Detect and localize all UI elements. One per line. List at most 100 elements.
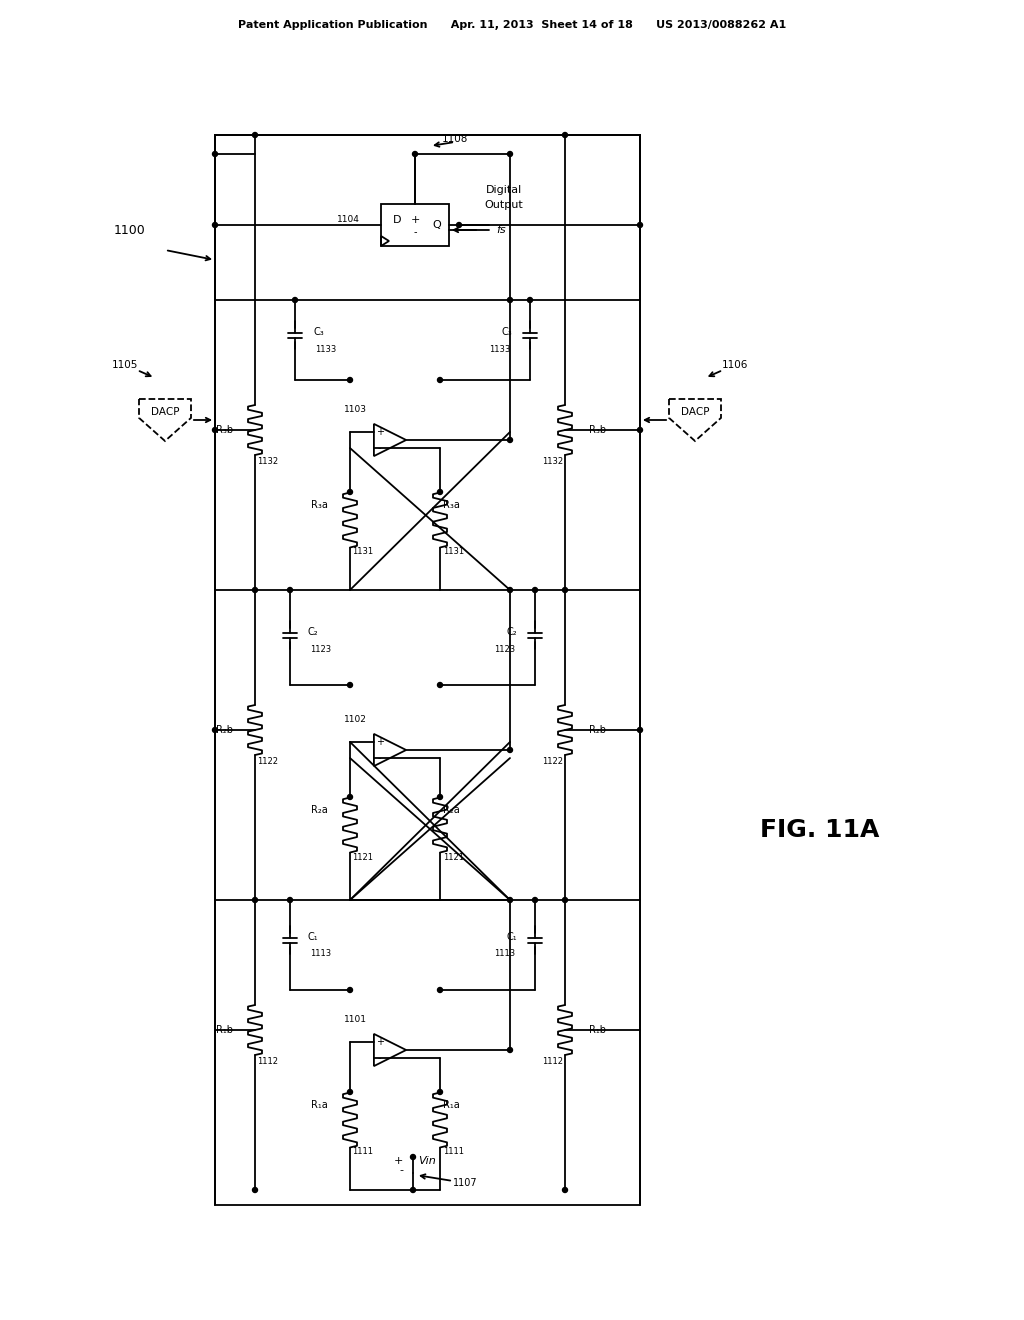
Text: 1102: 1102	[344, 715, 367, 725]
Text: 1131: 1131	[352, 548, 373, 557]
Circle shape	[532, 587, 538, 593]
Text: 1131: 1131	[443, 548, 464, 557]
Circle shape	[347, 1089, 352, 1094]
Text: C₃: C₃	[313, 327, 324, 337]
Text: C₁: C₁	[507, 932, 517, 942]
Circle shape	[347, 987, 352, 993]
Circle shape	[347, 682, 352, 688]
Circle shape	[288, 587, 293, 593]
Circle shape	[457, 223, 462, 227]
Text: -: -	[414, 227, 417, 238]
Text: R₃b: R₃b	[589, 425, 606, 436]
Bar	[215, 135, 640, 1205]
Text: 1100: 1100	[114, 223, 145, 236]
Text: 1123: 1123	[494, 644, 515, 653]
Circle shape	[253, 898, 257, 903]
Circle shape	[437, 987, 442, 993]
Circle shape	[253, 132, 257, 137]
Circle shape	[437, 490, 442, 495]
Text: R₁b: R₁b	[589, 1026, 606, 1035]
Circle shape	[347, 378, 352, 383]
Circle shape	[638, 727, 642, 733]
Text: R₂a: R₂a	[443, 805, 460, 814]
Circle shape	[347, 490, 352, 495]
Circle shape	[213, 152, 217, 157]
Text: +: +	[393, 1156, 403, 1166]
Text: +: +	[376, 737, 384, 747]
Circle shape	[508, 297, 512, 302]
Text: R₂a: R₂a	[311, 805, 328, 814]
Text: DACP: DACP	[681, 407, 710, 417]
Circle shape	[562, 1188, 567, 1192]
Text: Q: Q	[432, 220, 441, 230]
Text: Output: Output	[484, 201, 523, 210]
Text: 1104: 1104	[337, 215, 360, 224]
Text: 1105: 1105	[112, 360, 138, 370]
Text: Vin: Vin	[418, 1156, 436, 1166]
Circle shape	[213, 428, 217, 433]
Circle shape	[213, 223, 217, 227]
Text: 1133: 1133	[488, 345, 510, 354]
Text: R₃a: R₃a	[443, 500, 460, 510]
Circle shape	[508, 152, 512, 157]
Text: FIG. 11A: FIG. 11A	[760, 818, 880, 842]
Text: +: +	[376, 426, 384, 437]
Circle shape	[288, 898, 293, 903]
Circle shape	[293, 297, 298, 302]
Text: 1113: 1113	[494, 949, 515, 958]
Text: 1111: 1111	[443, 1147, 464, 1156]
Text: C₂: C₂	[308, 627, 318, 638]
Circle shape	[508, 898, 512, 903]
Text: 1132: 1132	[257, 458, 279, 466]
Text: 1111: 1111	[352, 1147, 373, 1156]
Text: R₁a: R₁a	[311, 1100, 328, 1110]
Text: R₃b: R₃b	[216, 425, 233, 436]
Text: R₁b: R₁b	[216, 1026, 233, 1035]
Circle shape	[508, 437, 512, 442]
Circle shape	[508, 1048, 512, 1052]
Text: 1113: 1113	[310, 949, 331, 958]
Text: -: -	[378, 444, 381, 453]
Text: R₁a: R₁a	[443, 1100, 460, 1110]
Circle shape	[437, 1089, 442, 1094]
Circle shape	[413, 152, 418, 157]
Circle shape	[508, 747, 512, 752]
Circle shape	[562, 898, 567, 903]
Bar	[381, 205, 449, 246]
Text: C₁: C₁	[308, 932, 318, 942]
Circle shape	[508, 587, 512, 593]
Text: Patent Application Publication      Apr. 11, 2013  Sheet 14 of 18      US 2013/0: Patent Application Publication Apr. 11, …	[238, 20, 786, 30]
Text: 1112: 1112	[257, 1057, 278, 1067]
Circle shape	[532, 898, 538, 903]
Circle shape	[527, 297, 532, 302]
Text: 1121: 1121	[352, 853, 373, 862]
Text: +: +	[411, 215, 420, 224]
Text: R₂b: R₂b	[216, 725, 233, 735]
Text: 1121: 1121	[443, 853, 464, 862]
Text: R₃a: R₃a	[311, 500, 328, 510]
Text: fs: fs	[497, 224, 506, 235]
Text: 1108: 1108	[441, 135, 468, 144]
Circle shape	[213, 727, 217, 733]
Text: C₃: C₃	[502, 327, 512, 337]
Circle shape	[253, 1188, 257, 1192]
Text: C₂: C₂	[507, 627, 517, 638]
Text: D: D	[393, 215, 401, 224]
Text: 1132: 1132	[542, 458, 563, 466]
Circle shape	[347, 795, 352, 800]
Circle shape	[638, 428, 642, 433]
Text: 1122: 1122	[257, 758, 278, 767]
Text: +: +	[376, 1038, 384, 1047]
Circle shape	[562, 587, 567, 593]
Circle shape	[437, 795, 442, 800]
Text: -: -	[378, 752, 381, 763]
Circle shape	[437, 378, 442, 383]
Text: 1123: 1123	[310, 644, 331, 653]
Circle shape	[411, 1188, 416, 1192]
Text: 1133: 1133	[315, 345, 336, 354]
Circle shape	[253, 587, 257, 593]
Circle shape	[437, 682, 442, 688]
Text: 1101: 1101	[343, 1015, 367, 1024]
Circle shape	[411, 1155, 416, 1159]
Text: -: -	[399, 1166, 403, 1175]
